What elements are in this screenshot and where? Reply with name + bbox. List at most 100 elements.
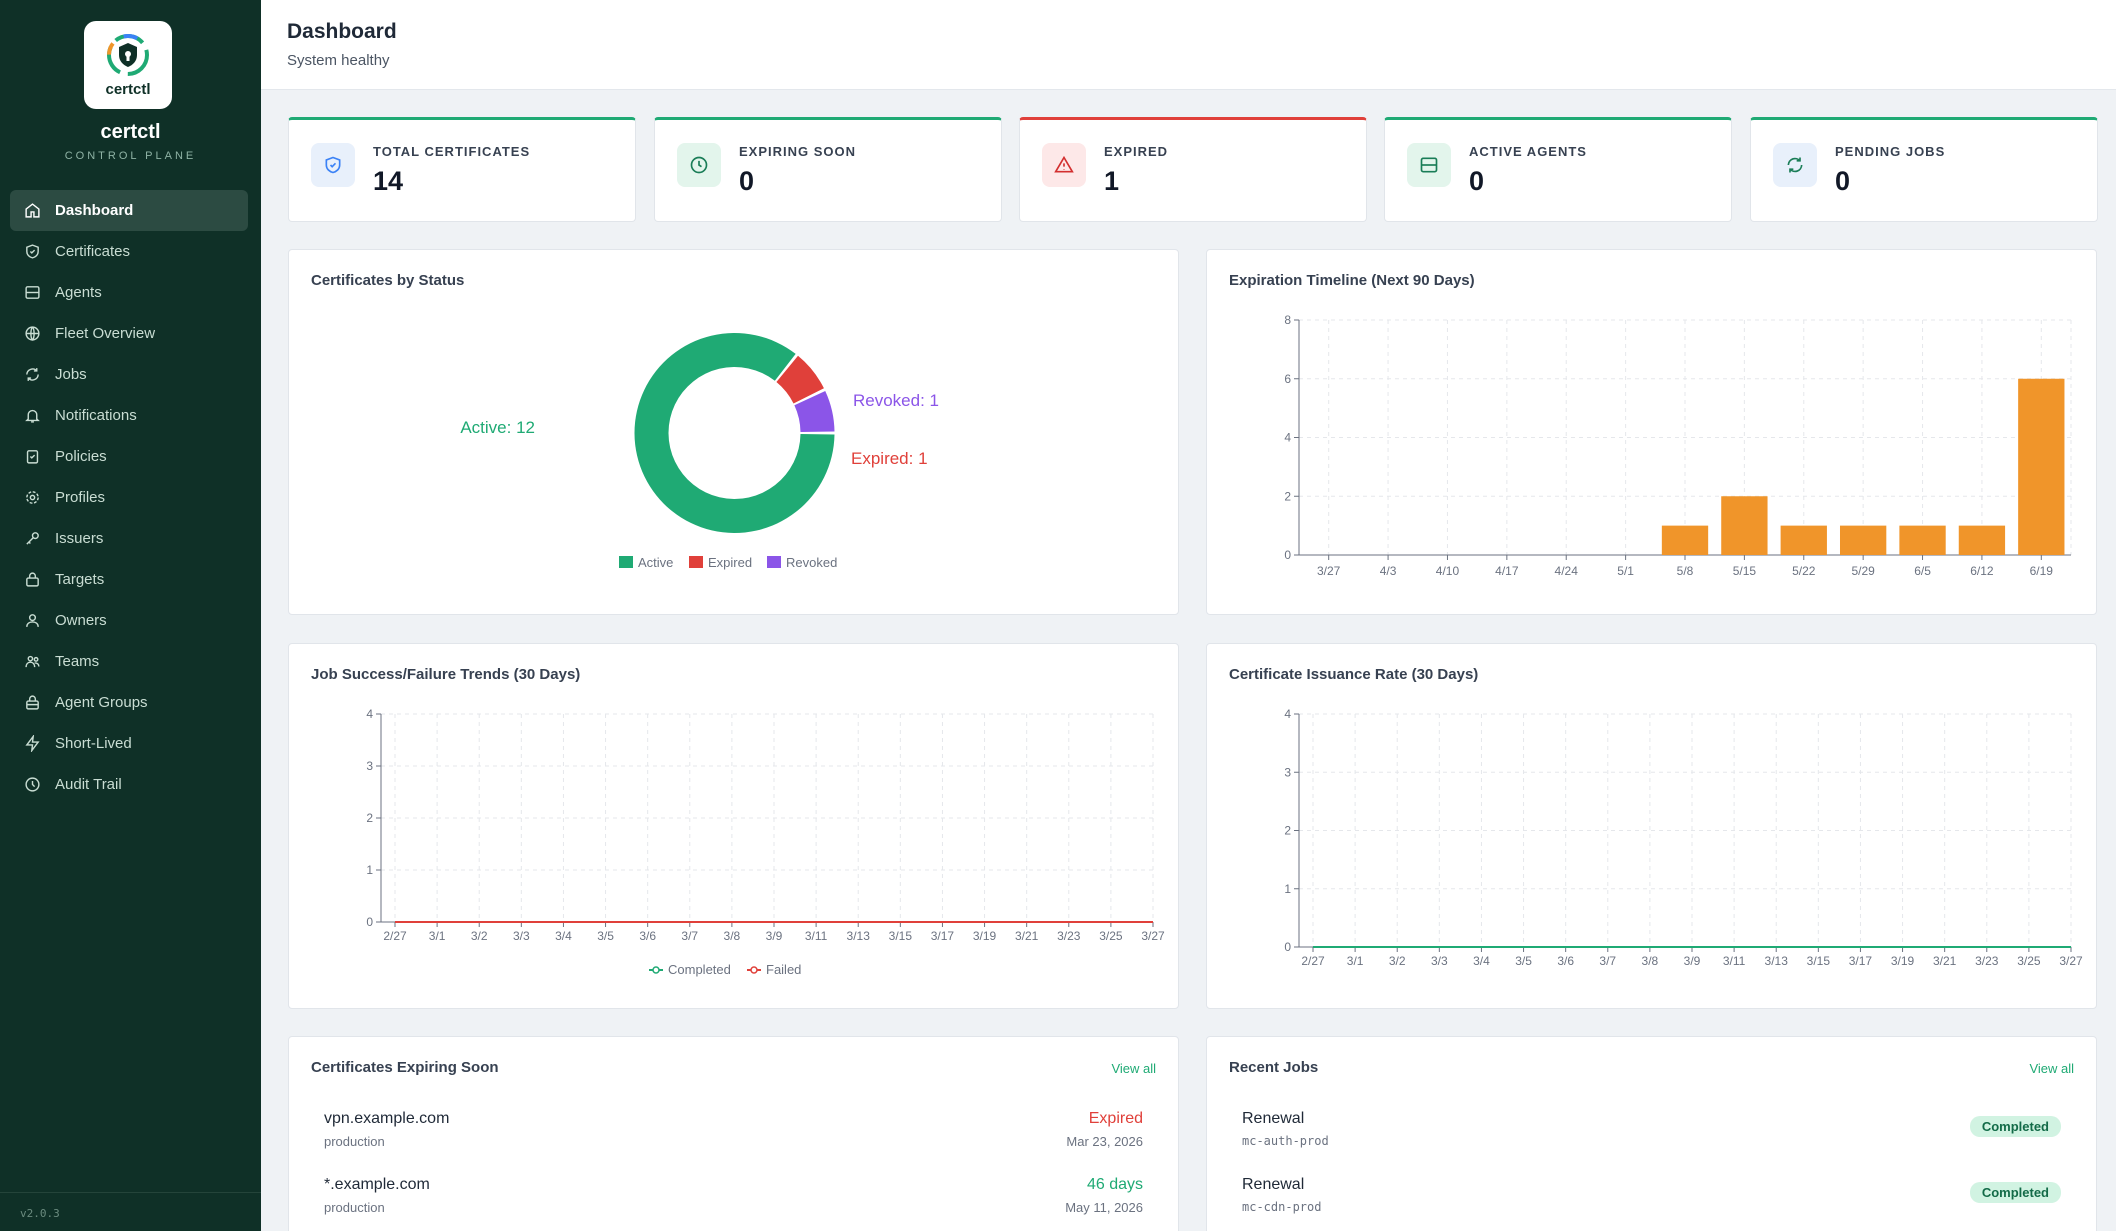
sidebar-item-notifications[interactable]: Notifications: [10, 395, 248, 436]
expiry-date: Mar 23, 2026: [1066, 1134, 1143, 1149]
x-tick-label: 3/25: [2017, 954, 2041, 968]
globe-icon: [25, 326, 40, 341]
timeline-bar-chart: 0 2 4 6 8 3/27 4/3 4/10 4/17 4/24 5/1 5/8 5/15 5/22 5/…: [1284, 313, 2072, 578]
stat-value: 0: [1835, 166, 1851, 196]
sidebar-item-targets[interactable]: Targets: [10, 559, 248, 600]
sidebar-divider: [0, 1192, 261, 1193]
jobs-chart-panel: Job Success/Failure Trends (30 Days) 0 1 2…: [288, 643, 1179, 1009]
x-tick-label: 3/9: [1684, 954, 1701, 968]
x-tick-label: 3/5: [1515, 954, 1532, 968]
sidebar-item-dashboard[interactable]: Dashboard: [10, 190, 248, 231]
sidebar-item-agent-groups[interactable]: Agent Groups: [10, 682, 248, 723]
x-tick-label: 3/1: [429, 929, 446, 943]
sidebar-item-owners[interactable]: Owners: [10, 600, 248, 641]
job-type: Renewal: [1242, 1176, 1305, 1193]
x-tick-label: 3/15: [1807, 954, 1831, 968]
sidebar-item-issuers[interactable]: Issuers: [10, 518, 248, 559]
x-tick-label: 3/19: [973, 929, 997, 943]
x-tick-label: 5/1: [1617, 564, 1634, 578]
sidebar-item-label: Profiles: [55, 489, 106, 506]
list-item[interactable]: Renewal mc-cdn-prod Completed: [1242, 1176, 2061, 1226]
stat-icon-box: [1773, 143, 1817, 187]
legend-swatch: [767, 556, 781, 568]
stat-icon-box: [1042, 143, 1086, 187]
x-tick-label: 3/4: [555, 929, 572, 943]
logo-shield-icon: [107, 34, 149, 76]
warning-icon: [1054, 155, 1074, 173]
x-tick-label: 4/3: [1380, 564, 1397, 578]
sidebar-item-jobs[interactable]: Jobs: [10, 354, 248, 395]
stat-label: EXPIRING SOON: [739, 144, 857, 159]
y-tick-label: 1: [1284, 882, 1291, 896]
x-tick-label: 5/8: [1677, 564, 1694, 578]
slice-label: Expired: 1: [851, 449, 928, 468]
stat-label: EXPIRED: [1104, 144, 1169, 159]
lock-icon: [26, 572, 39, 587]
x-tick-label: 3/11: [1723, 954, 1746, 968]
brand-name: certctl: [100, 121, 161, 143]
brand-tagline: CONTROL PLANE: [64, 150, 197, 162]
home-icon: [25, 203, 40, 218]
stat-card-active-agents[interactable]: ACTIVE AGENTS 0: [1384, 117, 1732, 222]
view-all-certificates-link[interactable]: View all: [1111, 1061, 1156, 1076]
certificate-environment: production: [324, 1200, 385, 1215]
view-all-jobs-link[interactable]: View all: [2029, 1061, 2074, 1076]
y-tick-label: 1: [366, 863, 373, 877]
certificate-name: *.example.com: [324, 1176, 430, 1193]
sidebar-item-label: Notifications: [55, 407, 137, 424]
lock-group-icon: [26, 695, 39, 710]
x-tick-label: 3/3: [1431, 954, 1448, 968]
sidebar-item-label: Agent Groups: [55, 694, 148, 711]
legend-marker: [750, 966, 758, 974]
logo[interactable]: certctl: [84, 21, 172, 109]
x-tick-label: 3/21: [1933, 954, 1957, 968]
stat-card-expired[interactable]: EXPIRED 1: [1019, 117, 1367, 222]
server-icon: [1420, 157, 1438, 173]
y-tick-label: 2: [366, 811, 373, 825]
sidebar-item-policies[interactable]: Policies: [10, 436, 248, 477]
x-tick-label: 4/24: [1555, 564, 1579, 578]
sidebar-item-label: Policies: [55, 448, 107, 465]
users-icon: [25, 655, 40, 668]
x-tick-label: 4/10: [1436, 564, 1460, 578]
refresh-icon: [26, 368, 39, 381]
sidebar-item-label: Targets: [55, 571, 105, 588]
x-tick-label: 3/17: [1849, 954, 1873, 968]
y-tick-label: 8: [1284, 313, 1291, 327]
x-tick-label: 6/5: [1914, 564, 1931, 578]
stat-card-pending-jobs[interactable]: PENDING JOBS 0: [1750, 117, 2098, 222]
sidebar-item-agents[interactable]: Agents: [10, 272, 248, 313]
shield-icon: [325, 156, 341, 174]
shield-icon: [26, 244, 39, 259]
sidebar-item-short-lived[interactable]: Short-Lived: [10, 723, 248, 764]
y-tick-label: 3: [1284, 765, 1291, 779]
stat-card-expiring-soon[interactable]: EXPIRING SOON 0: [654, 117, 1002, 222]
sidebar-item-label: Issuers: [55, 530, 104, 547]
y-tick-label: 6: [1284, 372, 1291, 386]
slice-label: Active: 12: [460, 418, 535, 437]
sidebar-item-fleet-overview[interactable]: Fleet Overview: [10, 313, 248, 354]
sidebar-item-certificates[interactable]: Certificates: [10, 231, 248, 272]
stat-card-total-certificates[interactable]: TOTAL CERTIFICATES 14: [288, 117, 636, 222]
server-icon: [25, 286, 40, 299]
x-tick-label: 3/15: [889, 929, 913, 943]
sidebar-item-audit-trail[interactable]: Audit Trail: [10, 764, 248, 805]
status-donut-chart: Active: 12 Expired: 1 Revoked: 1 Active Expi…: [460, 333, 939, 570]
x-tick-label: 3/27: [2059, 954, 2083, 968]
status-badge: Completed: [1969, 1182, 2061, 1203]
list-item[interactable]: *.example.com production 46 days May 11,…: [324, 1176, 1143, 1226]
x-tick-label: 6/19: [2030, 564, 2054, 578]
stat-icon-box: [1407, 143, 1451, 187]
legend-label: Active: [638, 555, 673, 570]
x-tick-label: 3/8: [1642, 954, 1659, 968]
list-item[interactable]: Renewal mc-auth-prod Completed: [1242, 1110, 2061, 1160]
stat-label: PENDING JOBS: [1835, 144, 1946, 159]
sidebar-item-profiles[interactable]: Profiles: [10, 477, 248, 518]
job-certificate: mc-auth-prod: [1242, 1134, 1329, 1148]
sidebar-item-teams[interactable]: Teams: [10, 641, 248, 682]
x-tick-label: 2/27: [1301, 954, 1325, 968]
list-item[interactable]: vpn.example.com production Expired Mar 2…: [324, 1110, 1143, 1160]
pie-slice-revoked: [794, 390, 835, 433]
panel-title: Job Success/Failure Trends (30 Days): [311, 666, 581, 683]
x-tick-label: 3/8: [724, 929, 741, 943]
